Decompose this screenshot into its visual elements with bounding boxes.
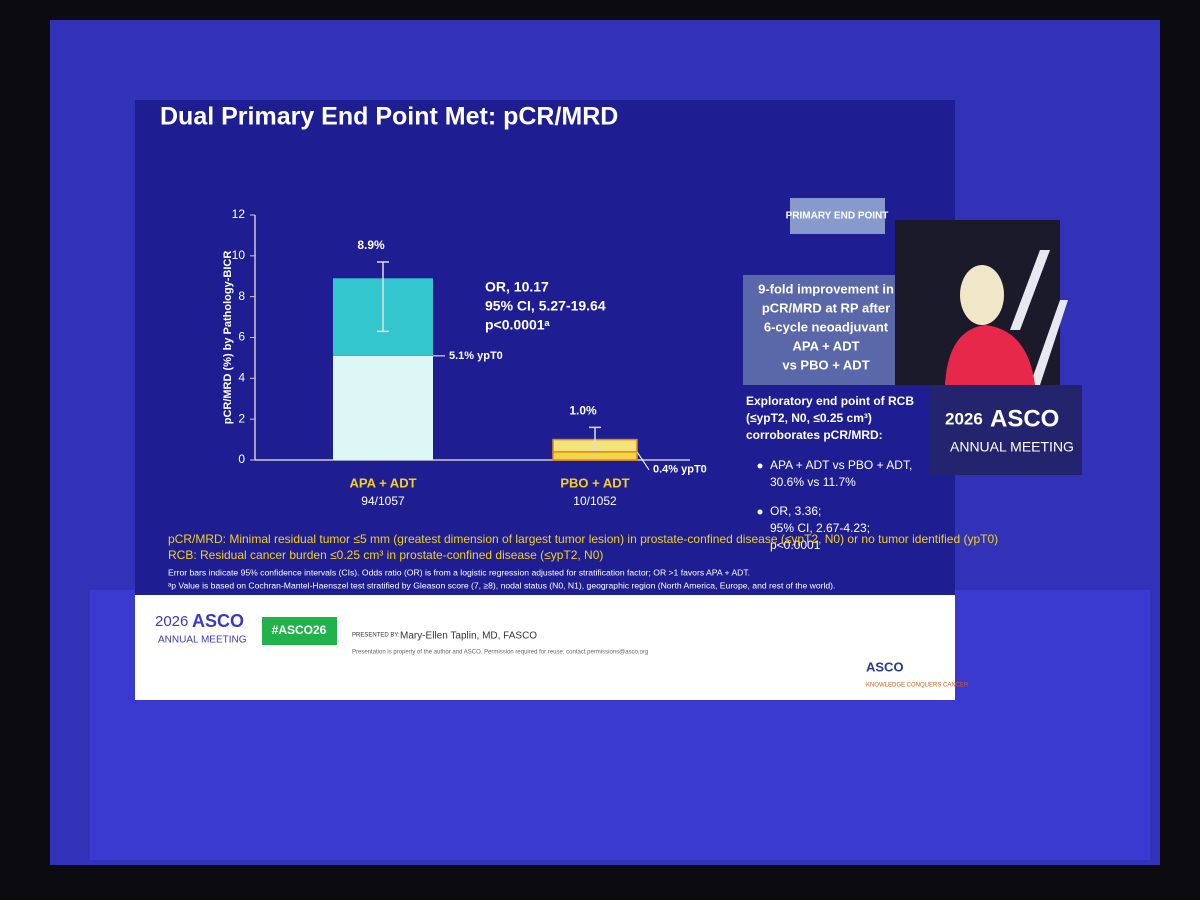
y-tick-label: 6 [238, 330, 245, 344]
backdrop-stripe [1010, 250, 1050, 330]
highlight-box [743, 275, 910, 385]
y-tick-label: 8 [238, 289, 245, 303]
badge [790, 198, 885, 234]
bar-segment [333, 355, 433, 460]
hashtag-box [262, 617, 337, 645]
bullet-line: APA + ADT vs PBO + ADT, [770, 458, 912, 472]
footer [135, 595, 955, 700]
presented-by: PRESENTED BY: [352, 633, 400, 639]
bullet-line: p<0.0001 [770, 538, 821, 552]
value-label: 5.1% ypT0 [449, 350, 503, 362]
category-count: 94/1057 [361, 494, 405, 508]
x-tick-label: PBO + ADT [560, 475, 629, 490]
y-tick-label: 4 [238, 371, 245, 385]
footer-tagline: KNOWLEDGE CONQUERS CANCER [866, 683, 969, 689]
highlight-line: 6-cycle neoadjuvant [764, 319, 889, 334]
definition: RCB: Residual cancer burden ≤0.25 cm³ in… [168, 548, 603, 562]
bullet-line: 30.6% vs 11.7% [770, 475, 856, 489]
bullet-dot [757, 463, 763, 469]
footnote: ᵃp Value is based on Cochran-Mantel-Haen… [168, 580, 835, 590]
panel-name: ASCO [990, 405, 1059, 432]
badge-text: PRIMARY END POINT [786, 211, 889, 222]
panel-year: 2026 [945, 409, 983, 428]
highlight-text: 9-fold improvement in pCR/MRD at RP after… [758, 281, 894, 372]
annotation: OR, 10.17 [485, 279, 549, 295]
y-tick-label: 0 [238, 452, 245, 466]
footnote: Error bars indicate 95% confidence inter… [168, 567, 750, 577]
exploratory-line: corroborates pCR/MRD: [746, 428, 883, 442]
error-bar [377, 261, 389, 333]
x-tick-label: APA + ADT [349, 475, 416, 490]
panel-sub: ANNUAL MEETING [950, 439, 1074, 455]
footer-logo-year: 2026 [155, 613, 188, 630]
bullet-dot [757, 509, 763, 515]
total-label: 8.9% [357, 238, 385, 252]
definitions: pCR/MRD: Minimal residual tumor ≤5 mm (g… [168, 532, 998, 590]
annotation: 95% CI, 5.27-19.64 [485, 298, 606, 314]
highlight-line: pCR/MRD at RP after [762, 300, 890, 315]
total-label: 1.0% [569, 404, 597, 418]
exploratory-text: Exploratory end point of RCB (≤ypT2, N0, … [746, 394, 914, 552]
exploratory-line: Exploratory end point of RCB [746, 394, 914, 408]
footer-org: ASCO [866, 659, 904, 674]
hashtag: #ASCO26 [272, 623, 327, 637]
category-count: 10/1052 [573, 494, 617, 508]
footer-logo-sub: ANNUAL MEETING [158, 635, 247, 646]
slide-title: Dual Primary End Point Met: pCR/MRD [160, 103, 618, 131]
bullet-line: OR, 3.36; [770, 504, 821, 518]
y-tick-label: 12 [232, 207, 246, 221]
highlight-line: APA + ADT [792, 338, 859, 353]
speaker-hair [960, 265, 1004, 325]
definition: pCR/MRD: Minimal residual tumor ≤5 mm (g… [168, 532, 998, 546]
exploratory-line: (≤ypT2, N0, ≤0.25 cm³) [746, 411, 872, 425]
presenter: Mary-Ellen Taplin, MD, FASCO [400, 631, 537, 642]
chart: 0 2 4 6 8 10 12 pCR/MRD (%) by Pathology-BICR 5.… [222, 207, 707, 508]
y-tick-label: 10 [232, 248, 246, 262]
backdrop-stripe [1030, 300, 1068, 385]
highlight-line: 9-fold improvement in [758, 281, 894, 296]
property-note: Presentation is property of the author a… [352, 650, 648, 656]
footer-logo-name: ASCO [192, 611, 244, 631]
highlight-line: vs PBO + ADT [782, 357, 869, 372]
y-axis-label: pCR/MRD (%) by Pathology-BICR [222, 251, 234, 425]
bar-segment [552, 451, 638, 461]
speaker-dress [945, 325, 1035, 385]
bullet-line: 95% CI, 2.67-4.23; [770, 521, 870, 535]
annotation: p<0.0001ᵃ [485, 317, 551, 333]
error-bar [589, 426, 601, 451]
y-tick-label: 2 [238, 411, 245, 425]
speaker-panel [930, 385, 1082, 475]
label-leader [636, 451, 650, 471]
value-label: 0.4% ypT0 [653, 464, 707, 476]
